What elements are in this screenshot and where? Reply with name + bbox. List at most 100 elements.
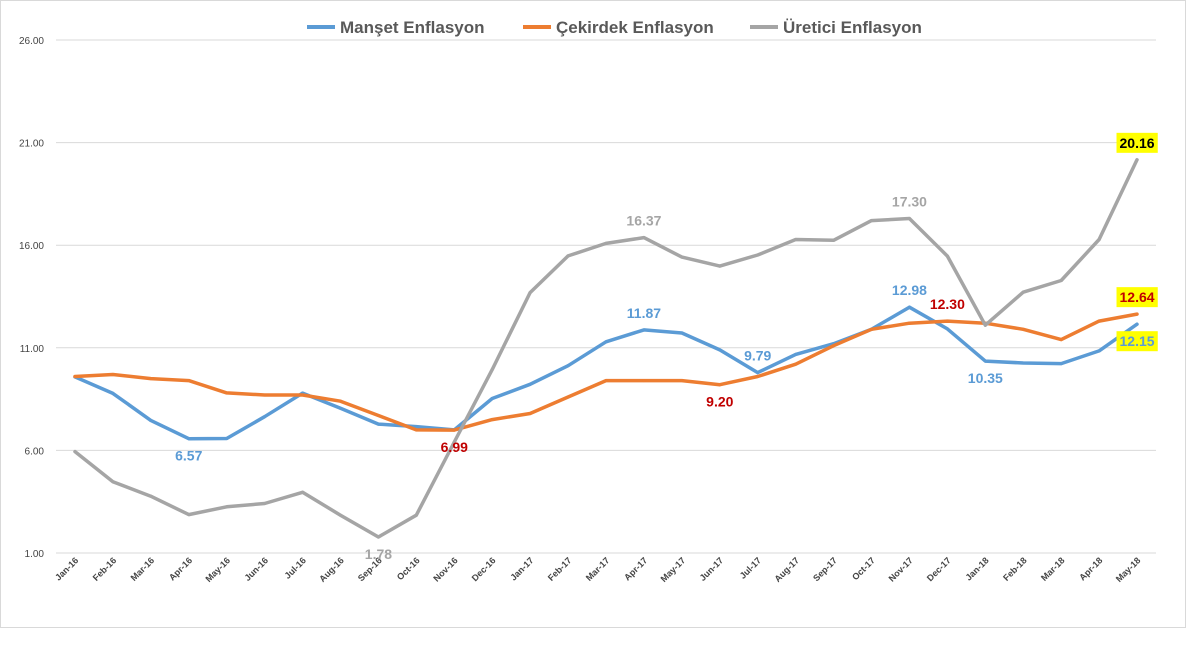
- data-point: [604, 379, 608, 383]
- data-point: [1021, 327, 1025, 331]
- legend-label: Çekirdek Enflasyon: [556, 18, 714, 37]
- data-point: [604, 340, 608, 344]
- series-lines: [73, 158, 1139, 539]
- data-label: 12.30: [930, 296, 965, 312]
- data-point: [642, 379, 646, 383]
- data-point: [301, 393, 305, 397]
- legend-label: Üretici Enflasyon: [783, 18, 922, 37]
- data-label: 6.99: [441, 439, 468, 455]
- legend: Manşet Enflasyon Çekirdek Enflasyon Üretic…: [307, 18, 922, 37]
- data-point: [718, 348, 722, 352]
- data-point: [149, 377, 153, 381]
- y-axis-ticks: 1.00 6.00 11.00 16.00 21.00 26.00: [19, 36, 44, 560]
- y-tick-label: 26.00: [19, 36, 44, 47]
- data-point: [225, 436, 229, 440]
- data-point: [111, 480, 115, 484]
- data-point: [642, 328, 646, 332]
- data-point: [111, 391, 115, 395]
- data-point: [338, 406, 342, 410]
- data-point: [1097, 237, 1101, 241]
- data-point: [756, 371, 760, 375]
- data-label-highlight: [1116, 287, 1158, 308]
- y-tick-label: 11.00: [20, 344, 45, 355]
- data-point: [794, 352, 798, 356]
- data-point: [490, 418, 494, 422]
- data-label: 16.37: [626, 213, 661, 229]
- data-point: [111, 372, 115, 376]
- data-point: [1021, 361, 1025, 365]
- data-point: [945, 319, 949, 323]
- data-point: [376, 535, 380, 539]
- data-point: [338, 399, 342, 403]
- data-point: [414, 425, 418, 429]
- data-point: [452, 428, 456, 432]
- data-point: [945, 254, 949, 258]
- data-point: [870, 219, 874, 223]
- data-point: [870, 327, 874, 331]
- data-point: [263, 502, 267, 506]
- data-label-highlight: [1116, 331, 1158, 352]
- y-tick-label: 16.00: [19, 241, 44, 252]
- data-labels: 6.57 11.87 9.79 12.98 10.35 12.15 6.99 9.20 12.3…: [175, 132, 1158, 562]
- data-point: [604, 241, 608, 245]
- data-point: [490, 368, 494, 372]
- data-point: [1059, 362, 1063, 366]
- data-point: [680, 331, 684, 335]
- data-point: [187, 513, 191, 517]
- data-point: [907, 321, 911, 325]
- data-point: [566, 254, 570, 258]
- data-label: 6.57: [175, 448, 202, 464]
- data-point: [680, 379, 684, 383]
- data-label: 10.35: [968, 370, 1003, 386]
- data-label: 17.30: [892, 194, 927, 210]
- data-point: [263, 415, 267, 419]
- data-point: [1021, 290, 1025, 294]
- data-point: [907, 305, 911, 309]
- data-point: [263, 393, 267, 397]
- data-point: [1135, 322, 1139, 326]
- data-point: [1097, 349, 1101, 353]
- y-tick-label: 21.00: [19, 139, 44, 150]
- data-point: [983, 359, 987, 363]
- data-point: [794, 362, 798, 366]
- data-point: [225, 505, 229, 509]
- data-point: [1135, 312, 1139, 316]
- data-point: [73, 450, 77, 454]
- data-point: [187, 379, 191, 383]
- data-point: [376, 422, 380, 426]
- data-point: [1059, 278, 1063, 282]
- y-tick-label: 6.00: [25, 446, 45, 457]
- data-point: [680, 255, 684, 259]
- data-point: [642, 236, 646, 240]
- data-label: 9.79: [744, 348, 771, 364]
- data-point: [528, 382, 532, 386]
- data-label: 9.20: [706, 394, 733, 410]
- data-label: 12.15: [1120, 333, 1155, 349]
- data-point: [1135, 158, 1139, 162]
- data-point: [945, 327, 949, 331]
- data-point: [832, 344, 836, 348]
- data-point: [225, 391, 229, 395]
- data-point: [414, 428, 418, 432]
- data-point: [376, 414, 380, 418]
- grid-lines: [56, 39, 1156, 554]
- data-point: [301, 490, 305, 494]
- data-point: [149, 418, 153, 422]
- data-label: 20.16: [1120, 135, 1155, 151]
- data-label: 1.78: [365, 546, 392, 562]
- data-point: [528, 291, 532, 295]
- data-point: [490, 396, 494, 400]
- y-tick-label: 1.00: [25, 549, 45, 560]
- data-point: [566, 395, 570, 399]
- data-point: [907, 217, 911, 221]
- data-point: [149, 494, 153, 498]
- data-point: [832, 238, 836, 242]
- data-point: [756, 375, 760, 379]
- data-point: [73, 375, 77, 379]
- data-point: [414, 513, 418, 517]
- legend-label: Manşet Enflasyon: [340, 18, 485, 37]
- data-point: [1059, 338, 1063, 342]
- data-label: 11.87: [627, 305, 661, 321]
- data-label-highlight: [1116, 132, 1158, 153]
